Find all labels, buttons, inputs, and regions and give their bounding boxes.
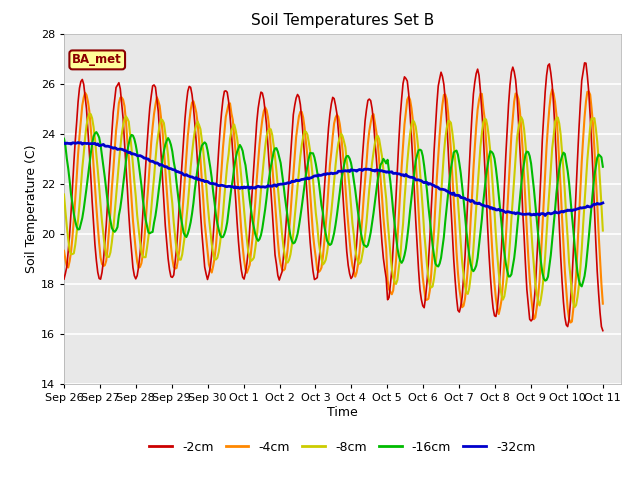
- Text: BA_met: BA_met: [72, 53, 122, 66]
- -8cm: [79, 165, 86, 171]
- -32cm: [445, 190, 453, 196]
- -4cm: [337, 132, 345, 138]
- Line: -16cm: -16cm: [64, 132, 603, 287]
- -4cm: [95, 240, 103, 246]
- -2cm: [524, 302, 532, 308]
- -8cm: [571, 304, 579, 310]
- -16cm: [599, 164, 607, 169]
- Line: -8cm: -8cm: [64, 114, 603, 307]
- -2cm: [60, 276, 68, 282]
- -4cm: [566, 320, 574, 325]
- -4cm: [444, 109, 452, 115]
- -32cm: [339, 168, 346, 174]
- -2cm: [79, 77, 86, 83]
- Y-axis label: Soil Temperature (C): Soil Temperature (C): [25, 144, 38, 273]
- -8cm: [599, 228, 607, 233]
- -8cm: [97, 202, 104, 208]
- -32cm: [599, 200, 607, 206]
- -2cm: [580, 60, 588, 66]
- -16cm: [97, 142, 104, 148]
- Line: -2cm: -2cm: [64, 63, 603, 331]
- -2cm: [596, 310, 604, 315]
- -8cm: [526, 202, 534, 207]
- -8cm: [86, 111, 93, 117]
- -4cm: [79, 103, 86, 108]
- -16cm: [445, 178, 453, 183]
- -4cm: [548, 86, 556, 92]
- -2cm: [337, 164, 345, 169]
- -8cm: [598, 202, 605, 208]
- -2cm: [599, 328, 607, 334]
- -16cm: [339, 170, 346, 176]
- -32cm: [74, 140, 82, 145]
- Title: Soil Temperatures Set B: Soil Temperatures Set B: [251, 13, 434, 28]
- -4cm: [524, 253, 532, 259]
- -16cm: [79, 215, 86, 221]
- Line: -4cm: -4cm: [64, 89, 603, 323]
- X-axis label: Time: Time: [327, 406, 358, 419]
- Legend: -2cm, -4cm, -8cm, -16cm, -32cm: -2cm, -4cm, -8cm, -16cm, -32cm: [145, 436, 540, 459]
- Line: -32cm: -32cm: [64, 143, 603, 216]
- -32cm: [541, 213, 549, 218]
- -16cm: [578, 284, 586, 289]
- -16cm: [60, 136, 68, 142]
- -4cm: [599, 301, 607, 307]
- -16cm: [598, 155, 605, 160]
- -8cm: [445, 118, 453, 124]
- -32cm: [97, 143, 104, 148]
- -4cm: [60, 248, 68, 254]
- -8cm: [339, 133, 346, 139]
- -32cm: [60, 140, 68, 146]
- -32cm: [598, 201, 605, 206]
- -16cm: [526, 153, 534, 159]
- -8cm: [60, 192, 68, 197]
- -32cm: [526, 211, 534, 216]
- -4cm: [598, 281, 605, 287]
- -2cm: [95, 276, 103, 281]
- -32cm: [80, 140, 88, 146]
- -16cm: [93, 129, 100, 135]
- -2cm: [444, 144, 452, 150]
